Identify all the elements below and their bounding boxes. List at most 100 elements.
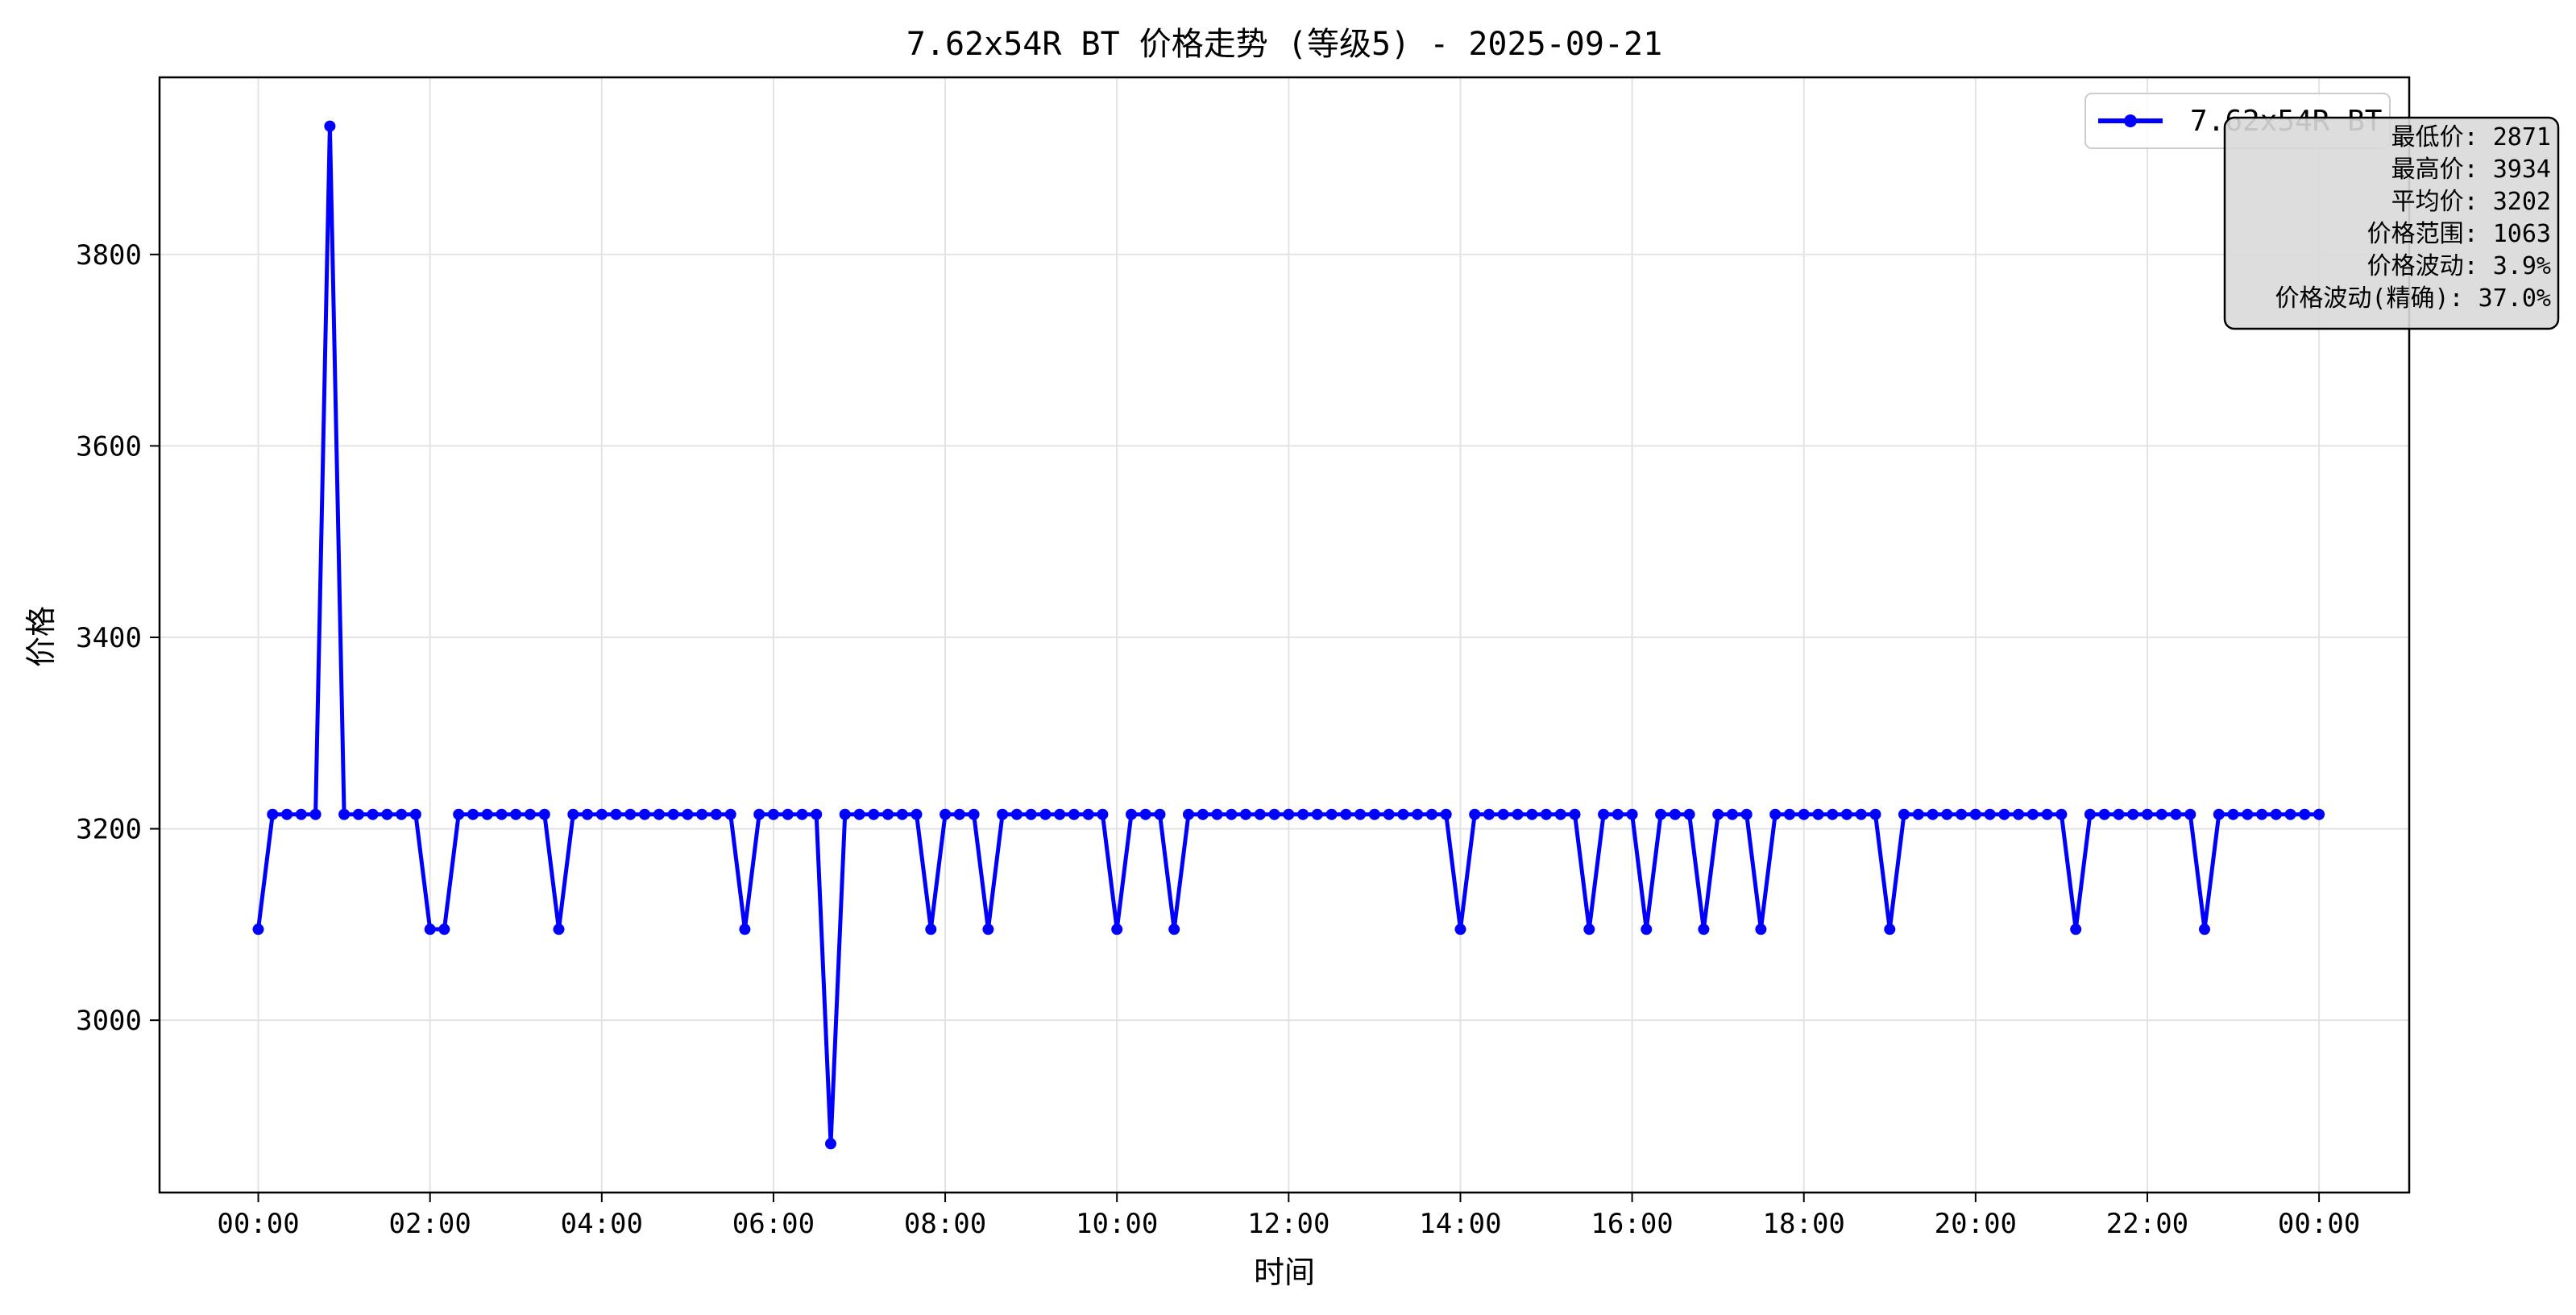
- y-axis-label: 价格: [23, 606, 59, 667]
- data-point: [839, 808, 851, 820]
- stat-price-volatility: 价格波动: 3.9%: [2367, 252, 2551, 280]
- data-point: [1912, 808, 1924, 820]
- data-point: [653, 808, 665, 820]
- data-point: [324, 120, 336, 132]
- data-point: [982, 923, 994, 935]
- data-point: [997, 808, 1009, 820]
- data-point: [1755, 923, 1767, 935]
- x-tick-label: 00:00: [2278, 1208, 2360, 1240]
- stats-box: 最低价: 2871 最高价: 3934 平均价: 3202 价格范围: 1063…: [2223, 116, 2560, 330]
- data-point: [1340, 808, 1352, 820]
- data-point: [1154, 808, 1166, 820]
- data-point: [267, 808, 279, 820]
- data-point: [782, 808, 794, 820]
- data-point: [2242, 808, 2254, 820]
- data-point: [1425, 808, 1437, 820]
- data-point: [409, 808, 421, 820]
- data-point: [724, 808, 736, 820]
- data-point: [1769, 808, 1782, 820]
- data-point: [1541, 808, 1552, 820]
- data-point: [1855, 808, 1867, 820]
- data-point: [1655, 808, 1667, 820]
- data-point: [624, 808, 637, 820]
- data-point: [1798, 808, 1810, 820]
- x-tick-label: 10:00: [1076, 1208, 1158, 1240]
- data-point: [1025, 808, 1037, 820]
- data-point: [1898, 808, 1910, 820]
- data-point: [1297, 808, 1309, 820]
- data-point: [525, 808, 536, 820]
- x-tick-label: 12:00: [1247, 1208, 1329, 1240]
- x-tick-label: 02:00: [388, 1208, 471, 1240]
- plot-area-frame: [158, 76, 2411, 1194]
- data-point: [1827, 808, 1839, 820]
- data-point: [1726, 808, 1738, 820]
- data-point: [1927, 808, 1939, 820]
- data-point: [1712, 808, 1724, 820]
- data-point: [1039, 808, 1052, 820]
- grid: [160, 77, 2409, 1193]
- data-point: [825, 1138, 836, 1150]
- data-point: [2026, 808, 2039, 820]
- data-point: [338, 808, 351, 820]
- stat-average-price: 平均价: 3202: [2391, 188, 2551, 216]
- data-point: [796, 808, 808, 820]
- data-point: [381, 808, 393, 820]
- data-point: [940, 808, 952, 820]
- x-tick-label: 08:00: [904, 1208, 986, 1240]
- data-point: [1283, 808, 1295, 820]
- data-point: [2041, 808, 2053, 820]
- data-point: [1168, 923, 1180, 935]
- stat-price-range: 价格范围: 1063: [2367, 220, 2551, 248]
- data-point: [925, 923, 937, 935]
- data-point: [2084, 808, 2096, 820]
- data-point: [767, 808, 779, 820]
- data-point: [2299, 808, 2311, 820]
- data-point: [710, 808, 722, 820]
- x-tick-label: 22:00: [2106, 1208, 2188, 1240]
- x-tick-label: 00:00: [217, 1208, 299, 1240]
- data-point: [1554, 808, 1566, 820]
- data-point: [1812, 808, 1824, 820]
- data-point: [2170, 808, 2182, 820]
- data-point: [1784, 808, 1795, 820]
- x-tick-label: 18:00: [1763, 1208, 1845, 1240]
- data-point: [682, 808, 694, 820]
- data-point: [2270, 808, 2282, 820]
- data-point: [1569, 808, 1581, 820]
- data-point: [853, 808, 865, 820]
- data-point: [481, 808, 493, 820]
- data-point: [1641, 923, 1653, 935]
- data-point: [1440, 808, 1452, 820]
- y-tick-label: 3000: [76, 1005, 142, 1037]
- data-point: [2256, 808, 2268, 820]
- data-point: [1068, 808, 1080, 820]
- x-tick-label: 16:00: [1591, 1208, 1673, 1240]
- data-point: [352, 808, 364, 820]
- data-point: [2113, 808, 2125, 820]
- data-point: [2070, 923, 2082, 935]
- stat-min-price: 最低价: 2871: [2391, 123, 2551, 151]
- data-point: [1884, 923, 1896, 935]
- series-layer: [252, 120, 2325, 1150]
- y-tick-label: 3800: [76, 239, 142, 272]
- data-point: [753, 808, 765, 820]
- data-point: [1010, 808, 1023, 820]
- data-point: [1841, 808, 1852, 820]
- data-point: [1383, 808, 1395, 820]
- data-point: [467, 808, 479, 820]
- data-point: [1325, 808, 1338, 820]
- y-tick-label: 3400: [76, 622, 142, 654]
- data-point: [1211, 808, 1223, 820]
- data-point: [1683, 808, 1695, 820]
- legend-swatch-marker: [2124, 114, 2137, 127]
- data-point: [1698, 923, 1710, 935]
- data-point: [1254, 808, 1266, 820]
- data-point: [610, 808, 622, 820]
- data-point: [2142, 808, 2153, 820]
- data-point: [1969, 808, 1981, 820]
- data-point: [1311, 808, 1323, 820]
- data-point: [567, 808, 579, 820]
- data-point: [2313, 808, 2325, 820]
